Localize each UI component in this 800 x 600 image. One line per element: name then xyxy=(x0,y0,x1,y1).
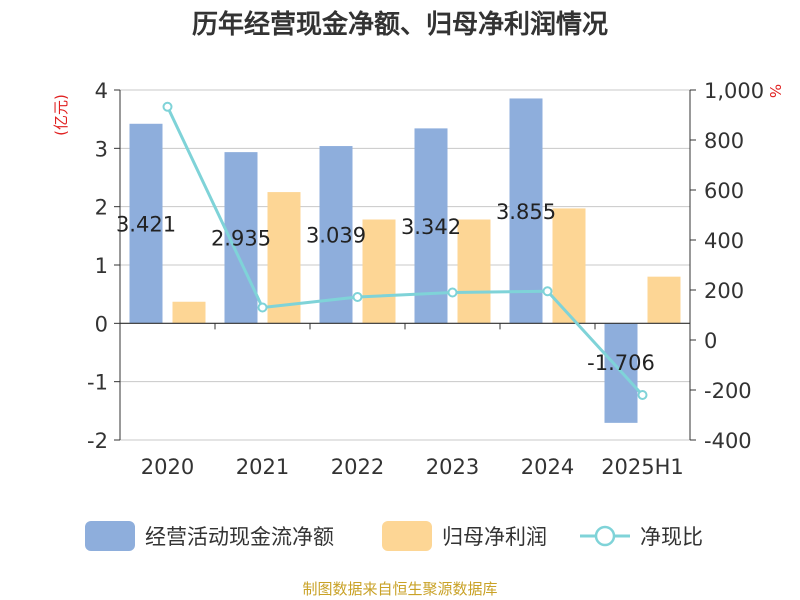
ratio-line-path xyxy=(166,106,644,397)
y-left-tick-label: 3 xyxy=(95,137,108,161)
bar-net-profit xyxy=(172,301,206,324)
y-axis-right-label: % xyxy=(766,84,784,98)
y-left-tick-label: 4 xyxy=(95,79,108,103)
data-label-cash: 2.935 xyxy=(211,227,271,251)
source-note: 制图数据来自恒生聚源数据库 xyxy=(302,580,498,598)
ratio-point xyxy=(542,286,553,297)
bar-net-profit xyxy=(267,192,301,324)
y-right-tick-label: 800 xyxy=(704,129,744,153)
y-right-tick-label: 200 xyxy=(704,279,744,303)
legend-label-ratio: 净现比 xyxy=(640,525,703,549)
data-label-cash: 3.342 xyxy=(401,215,461,239)
legend: 经营活动现金流净额 归母净利润 净现比 xyxy=(0,516,800,556)
ratio-point xyxy=(637,390,648,400)
x-tick-label: 2025H1 xyxy=(601,455,684,479)
data-label-cash: 3.855 xyxy=(496,200,556,224)
legend-item-profit[interactable]: 归母净利润 xyxy=(382,516,547,556)
chart-title: 历年经营现金净额、归母净利润情况 xyxy=(191,10,608,40)
x-tick-label: 2022 xyxy=(331,455,384,479)
legend-label-cash: 经营活动现金流净额 xyxy=(145,525,334,549)
legend-item-ratio[interactable]: 净现比 xyxy=(580,516,703,556)
data-label-cash: 3.039 xyxy=(306,224,366,248)
bar-net-profit xyxy=(457,219,491,324)
x-tick-label: 2024 xyxy=(521,455,574,479)
bar-cash-flow xyxy=(319,146,353,324)
y-right-tick-label: -200 xyxy=(704,379,752,403)
legend-swatch-profit xyxy=(382,521,432,551)
legend-swatch-cash xyxy=(85,521,135,551)
y-left-tick-label: 1 xyxy=(95,254,108,278)
axes: -2 -1 0 1 2 3 4 -400 -200 0 200 400 600 800 1,000 2020 2… xyxy=(87,79,764,479)
bar-cash-flow xyxy=(129,123,163,324)
x-tick-label: 2023 xyxy=(426,455,479,479)
bar-cash-flow xyxy=(414,128,448,324)
ratio-point xyxy=(257,302,268,313)
ratio-point xyxy=(162,101,173,112)
data-label-cash: -1.706 xyxy=(587,351,655,375)
y-right-tick-label: 1,000 xyxy=(704,79,764,103)
legend-item-cash[interactable]: 经营活动现金流净额 xyxy=(85,516,334,556)
y-left-tick-label: -1 xyxy=(87,371,108,395)
data-label-cash: 3.421 xyxy=(116,213,176,237)
y-right-tick-label: -400 xyxy=(704,429,752,453)
bars xyxy=(129,98,681,423)
bar-net-profit xyxy=(647,276,681,324)
y-left-tick-label: -2 xyxy=(87,429,108,453)
ratio-point xyxy=(352,292,363,302)
legend-label-profit: 归母净利润 xyxy=(442,525,547,549)
x-tick-label: 2020 xyxy=(141,455,194,479)
bar-net-profit xyxy=(552,208,586,324)
ratio-line xyxy=(162,101,648,400)
legend-line-icon xyxy=(580,525,630,547)
x-tick-label: 2021 xyxy=(236,455,289,479)
y-right-tick-label: 0 xyxy=(704,329,717,353)
data-labels: 3.421 2.935 3.039 3.342 3.855 -1.706 xyxy=(116,200,655,375)
y-right-tick-label: 400 xyxy=(704,229,744,253)
bar-cash-flow xyxy=(509,98,543,324)
y-left-tick-label: 2 xyxy=(95,196,108,220)
y-axis-left-label: (亿元) xyxy=(52,94,70,136)
bar-net-profit xyxy=(362,219,396,324)
ratio-point xyxy=(447,287,458,298)
y-left-tick-label: 0 xyxy=(95,312,108,336)
chart-canvas: -2 -1 0 1 2 3 4 -400 -200 0 200 400 600 800 1,000 2020 2… xyxy=(52,79,784,479)
y-right-tick-label: 600 xyxy=(704,179,744,203)
